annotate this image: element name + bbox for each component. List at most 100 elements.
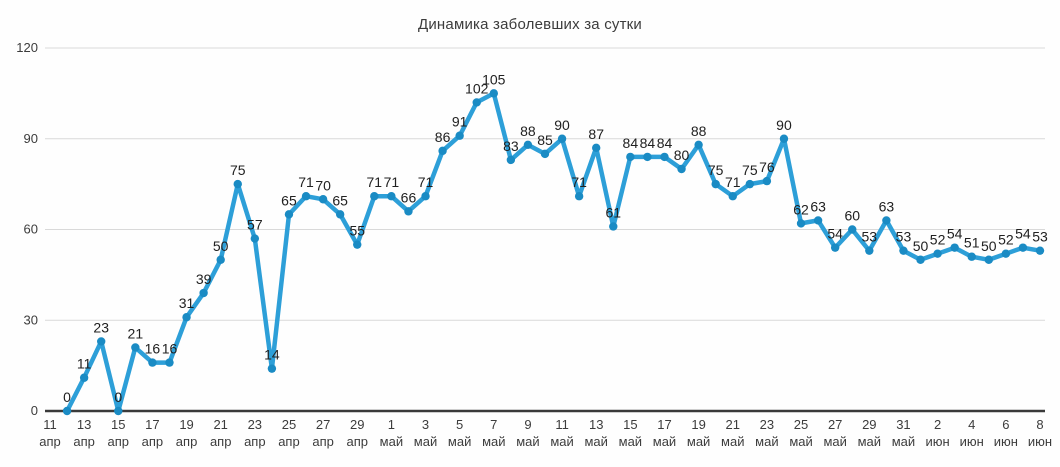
data-point-marker: [387, 192, 396, 201]
data-point-marker: [233, 179, 242, 189]
data-point-label: 84: [623, 135, 639, 151]
x-axis-tick-day: 6: [1002, 417, 1009, 432]
data-point-marker: [950, 243, 959, 252]
data-point-marker: [267, 364, 277, 373]
data-point-label: 57: [247, 217, 263, 233]
data-point-label: 70: [315, 177, 331, 193]
data-point-marker: [660, 152, 669, 162]
x-axis-tick-month: май: [584, 434, 607, 449]
data-point-label: 62: [793, 201, 809, 217]
data-point-marker: [540, 149, 550, 159]
data-point-label: 0: [114, 389, 122, 405]
data-point-label: 31: [179, 295, 195, 311]
data-point-marker: [489, 89, 498, 98]
x-axis-tick-day: 13: [589, 417, 603, 432]
x-axis-tick-month: июн: [994, 434, 1018, 449]
data-point-marker: [165, 358, 174, 367]
data-point-label: 86: [435, 129, 451, 145]
x-axis-tick-day: 2: [934, 417, 941, 432]
data-point-label: 91: [452, 114, 468, 130]
x-axis-tick-month: апр: [108, 434, 130, 449]
data-point-label: 63: [879, 198, 895, 214]
x-axis-tick-day: 29: [350, 417, 364, 432]
data-point-label: 63: [810, 198, 826, 214]
y-axis-tick-label: 120: [16, 40, 38, 55]
data-point-label: 51: [964, 235, 980, 251]
data-point-marker: [62, 406, 72, 416]
data-point-marker: [370, 192, 379, 201]
data-point-marker: [677, 164, 686, 174]
x-axis-tick-month: май: [892, 434, 915, 449]
data-point-label: 54: [1015, 226, 1031, 242]
x-axis-tick-month: апр: [346, 434, 368, 449]
x-axis-tick-day: 9: [524, 417, 531, 432]
y-axis-tick-label: 0: [31, 403, 38, 418]
y-axis-tick-label: 30: [24, 312, 38, 327]
x-axis-tick-day: 15: [111, 417, 125, 432]
data-point-marker: [301, 192, 311, 201]
x-axis-tick-day: 1: [388, 417, 395, 432]
x-axis-tick-month: май: [516, 434, 539, 449]
data-point-label: 53: [1032, 229, 1048, 245]
x-axis-tick-day: 11: [555, 417, 569, 432]
x-axis-tick-month: апр: [176, 434, 198, 449]
data-point-label: 105: [482, 71, 506, 87]
data-point-label: 23: [93, 319, 109, 335]
data-point-marker: [694, 140, 703, 149]
x-axis-tick-month: апр: [73, 434, 95, 449]
data-point-label: 50: [913, 238, 929, 254]
data-point-label: 0: [63, 389, 71, 405]
x-axis-tick-day: 27: [828, 417, 842, 432]
data-point-marker: [967, 252, 976, 261]
x-axis-tick-day: 17: [145, 417, 159, 432]
data-point-marker: [830, 243, 840, 252]
x-axis-tick-day: 11: [43, 417, 57, 432]
data-point-marker: [114, 406, 123, 416]
data-point-label: 102: [465, 80, 489, 96]
data-point-label: 54: [827, 226, 843, 242]
data-point-marker: [438, 146, 447, 156]
data-point-marker: [506, 155, 516, 165]
data-point-marker: [899, 246, 908, 255]
x-axis-tick-month: май: [653, 434, 676, 449]
data-point-marker: [779, 134, 789, 143]
data-point-label: 16: [162, 341, 178, 357]
data-point-label: 54: [947, 226, 963, 242]
data-point-marker: [813, 216, 823, 225]
data-point-marker: [131, 343, 140, 352]
data-point-label: 90: [554, 117, 570, 133]
x-axis-tick-day: 31: [896, 417, 910, 432]
data-point-label: 76: [759, 159, 775, 175]
x-axis-tick-day: 21: [213, 417, 227, 432]
x-axis-tick-day: 8: [1036, 417, 1043, 432]
data-point-marker: [216, 255, 225, 264]
x-axis-tick-day: 4: [968, 417, 975, 432]
x-axis-tick-month: май: [687, 434, 710, 449]
data-point-marker: [745, 179, 755, 189]
x-axis-tick-month: июн: [925, 434, 949, 449]
x-axis-tick-month: май: [858, 434, 881, 449]
data-point-marker: [523, 140, 533, 149]
data-point-marker: [1035, 246, 1045, 255]
data-point-marker: [79, 373, 89, 382]
data-point-marker: [557, 134, 567, 143]
data-point-label: 52: [998, 232, 1014, 248]
data-point-marker: [335, 210, 345, 219]
x-axis-tick-month: май: [482, 434, 505, 449]
data-point-marker: [643, 152, 652, 162]
data-point-label: 53: [896, 229, 912, 245]
x-axis-tick-month: май: [755, 434, 778, 449]
series-line: [64, 91, 1043, 414]
data-point-marker: [711, 179, 720, 189]
data-point-marker: [455, 131, 464, 140]
data-point-marker: [626, 152, 635, 162]
data-point-label: 71: [367, 174, 383, 190]
data-point-marker: [148, 358, 157, 367]
data-point-label: 71: [725, 174, 741, 190]
x-axis-tick-day: 25: [794, 417, 808, 432]
x-axis-tick-month: май: [414, 434, 437, 449]
x-axis-tick-month: май: [448, 434, 471, 449]
x-axis-tick-day: 15: [623, 417, 637, 432]
x-axis-tick-month: апр: [142, 434, 164, 449]
data-point-label: 85: [537, 132, 553, 148]
